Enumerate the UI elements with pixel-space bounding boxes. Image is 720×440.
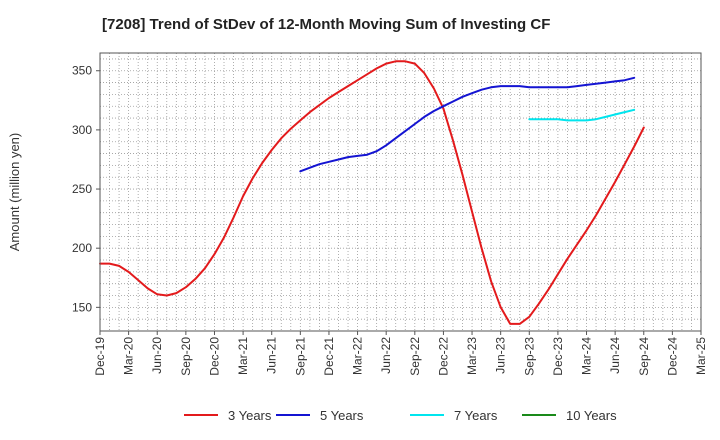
x-axis-ticks: Dec-19 Mar-20 Jun-20 Sep-20 Dec-20 Mar-21 Jun-… — [93, 331, 708, 376]
legend-swatch — [276, 414, 310, 416]
x-tick-label: Mar-25 — [694, 337, 708, 375]
x-tick-label: Jun-23 — [494, 337, 508, 374]
x-tick-label: Jun-24 — [608, 337, 622, 374]
x-tick-label: Sep-22 — [408, 337, 422, 376]
legend-label: 7 Years — [454, 407, 498, 423]
plot-area-background — [100, 53, 701, 331]
x-tick-label: Dec-23 — [551, 337, 565, 376]
x-tick-label: Mar-22 — [351, 337, 365, 375]
gridlines — [100, 53, 701, 331]
x-tick-label: Jun-21 — [265, 337, 279, 374]
y-tick-label: 200 — [72, 241, 92, 255]
series-line-5-years — [299, 76, 636, 173]
x-tick-label: Dec-20 — [207, 337, 221, 376]
legend-label: 10 Years — [566, 407, 617, 423]
x-tick-label: Mar-20 — [122, 337, 136, 375]
x-tick-label: Jun-22 — [379, 337, 393, 374]
legend: 3 Years 5 Years 7 Years 10 Years — [0, 404, 720, 426]
y-tick-label: 350 — [72, 64, 92, 78]
x-tick-label: Dec-24 — [665, 337, 679, 376]
x-tick-label: Sep-24 — [637, 337, 651, 376]
legend-item: 7 Years — [410, 404, 497, 426]
y-tick-label: 300 — [72, 123, 92, 137]
y-axis-ticks: 150 200 250 300 350 — [72, 64, 100, 314]
series-lines — [99, 60, 645, 325]
y-tick-label: 250 — [72, 182, 92, 196]
legend-item: 5 Years — [276, 404, 363, 426]
legend-swatch — [522, 414, 556, 416]
y-axis-label: Amount (million yen) — [7, 133, 22, 252]
x-tick-label: Mar-24 — [580, 337, 594, 375]
x-tick-label: Jun-20 — [150, 337, 164, 374]
legend-label: 3 Years — [228, 407, 272, 423]
x-tick-label: Sep-21 — [293, 337, 307, 376]
series-line-7-years — [528, 108, 636, 122]
x-tick-label: Dec-21 — [322, 337, 336, 376]
x-tick-label: Sep-23 — [522, 337, 536, 376]
x-tick-label: Dec-22 — [436, 337, 450, 376]
chart-title: [7208] Trend of StDev of 12-Month Moving… — [102, 16, 551, 33]
legend-item: 3 Years — [184, 404, 271, 426]
legend-label: 5 Years — [320, 407, 364, 423]
plot-area-border — [99, 52, 702, 332]
x-tick-label: Mar-21 — [236, 337, 250, 375]
x-tick-label: Sep-20 — [179, 337, 193, 376]
x-tick-label: Dec-19 — [93, 337, 107, 376]
y-tick-label: 150 — [72, 300, 92, 314]
x-tick-label: Mar-23 — [465, 337, 479, 375]
legend-swatch — [410, 414, 444, 416]
legend-swatch — [184, 414, 218, 416]
series-line-3-years — [99, 60, 645, 325]
legend-item: 10 Years — [522, 404, 617, 426]
